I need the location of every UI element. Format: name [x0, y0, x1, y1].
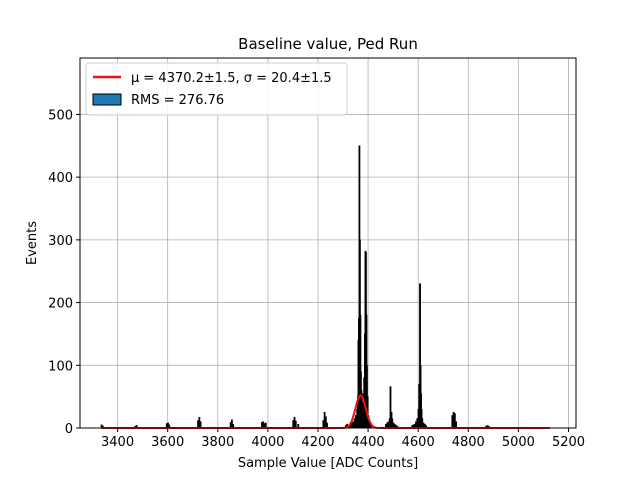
- legend-rms-label: RMS = 276.76: [131, 93, 224, 108]
- plot-frame: [79, 57, 577, 429]
- x-tick-label: 4400: [352, 435, 385, 450]
- histogram-bars: [100, 145, 490, 429]
- y-axis-label: Events: [25, 221, 40, 265]
- x-tick-label: 4800: [452, 435, 485, 450]
- x-tick-label: 5000: [502, 435, 535, 450]
- x-tick-label: 4000: [251, 435, 284, 450]
- axis-ticks: 3400 3600 3800 4000 4200 4400 4600 4800 5000 5200…: [48, 108, 585, 450]
- legend: μ = 4370.2±1.5, σ = 20.4±1.5 RMS = 276.7…: [85, 62, 348, 116]
- x-tick-label: 3600: [151, 435, 184, 450]
- x-tick-label: 4200: [301, 435, 334, 450]
- x-tick-label: 5200: [552, 435, 585, 450]
- legend-fit-label: μ = 4370.2±1.5, σ = 20.4±1.5: [131, 71, 332, 86]
- x-axis-label: Sample Value [ADC Counts]: [238, 456, 418, 471]
- histogram-bar: [294, 420, 297, 429]
- y-tick-label: 100: [48, 359, 73, 374]
- y-tick-label: 200: [48, 297, 73, 312]
- y-tick-label: 400: [48, 171, 73, 186]
- x-tick-label: 3800: [201, 435, 234, 450]
- y-tick-label: 500: [48, 108, 73, 123]
- y-tick-label: 0: [65, 422, 73, 437]
- legend-rms-swatch: [92, 93, 122, 106]
- x-tick-label: 3400: [101, 435, 134, 450]
- x-tick-label: 4600: [402, 435, 435, 450]
- legend-box: [85, 62, 348, 116]
- chart-title: Baseline value, Ped Run: [238, 35, 418, 53]
- y-tick-label: 300: [48, 234, 73, 249]
